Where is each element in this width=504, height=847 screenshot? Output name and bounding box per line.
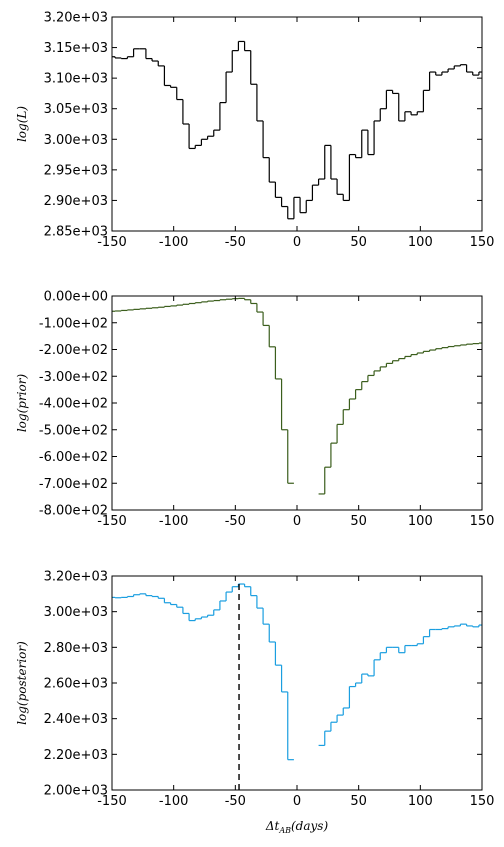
y-axis-label: log(prior): [15, 374, 29, 433]
x-tick-label: -100: [159, 794, 189, 809]
x-axis-label: ΔtAB(days): [265, 819, 329, 835]
y-tick-label: 3.05e+03: [44, 102, 108, 117]
y-tick-label: -6.00e+02: [39, 450, 108, 465]
y-tick-label: -1.00e+02: [39, 316, 108, 331]
x-tick-label: -50: [225, 794, 246, 809]
y-tick-label: -7.00e+02: [39, 477, 108, 492]
y-tick-label: 0.00e+00: [44, 290, 108, 305]
y-tick-label: 2.20e+03: [44, 748, 108, 763]
y-axis-label: log(posterior): [15, 641, 29, 725]
y-axis-label: log(L): [15, 106, 29, 142]
y-tick-label: 2.95e+03: [44, 163, 108, 178]
y-tick-label: 3.10e+03: [44, 72, 108, 87]
x-tick-label: 100: [408, 794, 433, 809]
y-tick-label: -2.00e+02: [39, 343, 108, 358]
x-tick-label: 50: [350, 794, 367, 809]
x-tick-label: -50: [225, 235, 246, 250]
y-tick-label: 3.20e+03: [44, 570, 108, 585]
x-tick-label: 150: [470, 514, 495, 529]
x-tick-label: 0: [293, 235, 301, 250]
x-label-rest: (days): [291, 819, 328, 833]
x-tick-label: 0: [293, 514, 301, 529]
y-tick-label: 3.20e+03: [44, 11, 108, 26]
x-tick-label: 100: [408, 235, 433, 250]
y-tick-label: 2.85e+03: [44, 225, 108, 240]
x-tick-label: 100: [408, 514, 433, 529]
y-tick-label: 3.15e+03: [44, 41, 108, 56]
x-tick-label: -150: [97, 794, 127, 809]
axes-frame: [111, 575, 483, 791]
y-tick-label: 3.00e+03: [44, 133, 108, 148]
x-tick-label: -50: [225, 514, 246, 529]
x-tick-label: 150: [470, 794, 495, 809]
y-tick-label: 3.00e+03: [44, 605, 108, 620]
x-tick-label: 150: [470, 235, 495, 250]
x-label-main: Δt: [265, 819, 280, 833]
y-tick-label: -8.00e+02: [39, 504, 108, 519]
y-tick-label: 2.60e+03: [44, 677, 108, 692]
y-tick-label: -4.00e+02: [39, 397, 108, 412]
y-tick-label: -3.00e+02: [39, 370, 108, 385]
y-tick-label: 2.40e+03: [44, 712, 108, 727]
axes-frame: [111, 16, 483, 232]
x-tick-label: 50: [350, 235, 367, 250]
x-tick-label: 50: [350, 514, 367, 529]
y-tick-label: -5.00e+02: [39, 423, 108, 438]
axes-frame: [111, 295, 483, 511]
x-tick-label: -100: [159, 514, 189, 529]
x-tick-label: 0: [293, 794, 301, 809]
x-tick-label: -150: [97, 514, 127, 529]
y-tick-label: 2.00e+03: [44, 784, 108, 799]
x-tick-label: -100: [159, 235, 189, 250]
y-tick-label: 2.80e+03: [44, 641, 108, 656]
x-label-sub: AB: [278, 826, 291, 835]
y-tick-label: 2.90e+03: [44, 194, 108, 209]
x-tick-label: -150: [97, 235, 127, 250]
